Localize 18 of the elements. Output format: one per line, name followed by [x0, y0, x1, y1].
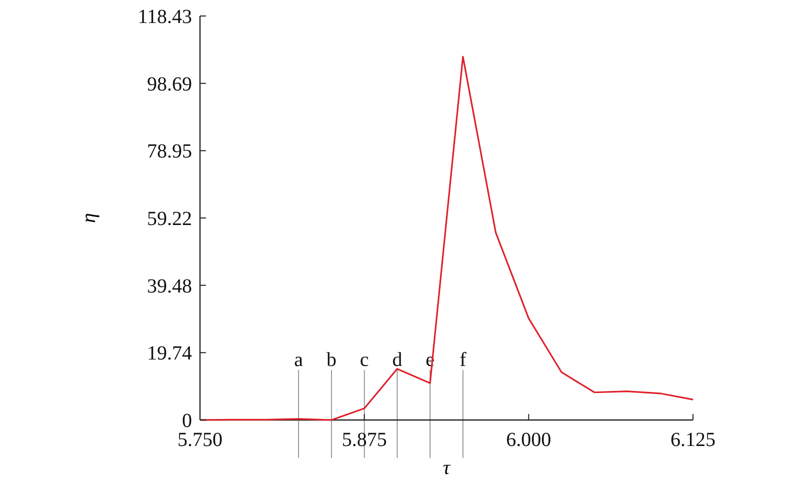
x-tick-label: 5.875	[342, 429, 387, 451]
y-tick-label: 0	[182, 410, 192, 432]
ref-line-label: f	[460, 349, 467, 371]
x-tick-label: 5.750	[178, 429, 222, 451]
ref-line-label: d	[392, 349, 402, 371]
y-tick-label: 19.74	[147, 342, 192, 365]
y-tick-label: 78.95	[147, 140, 192, 163]
ref-line-label: b	[326, 349, 336, 371]
ref-line-label: c	[360, 349, 369, 371]
y-axis-title: η	[78, 212, 100, 223]
x-tick-label: 6.125	[670, 429, 716, 451]
y-tick-label: 118.43	[138, 6, 192, 28]
y-tick-label: 59.22	[147, 208, 192, 230]
x-axis-title: τ	[442, 457, 451, 479]
x-tick-label: 6.000	[506, 429, 552, 451]
y-tick-label: 98.69	[147, 73, 192, 96]
y-tick-label: 39.48	[147, 275, 192, 298]
ref-line-label: a	[294, 349, 304, 371]
